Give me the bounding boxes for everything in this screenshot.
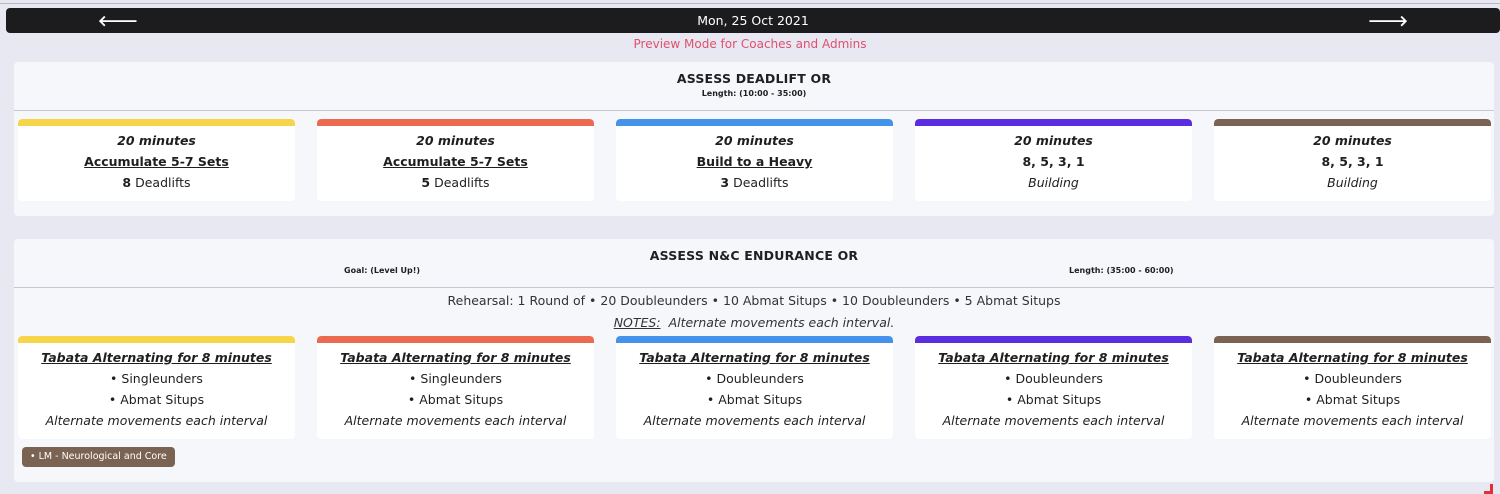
tile-note: Alternate movements each interval: [942, 413, 1165, 428]
level-tile-blue: 20 minutes Build to a Heavy 3 Deadlifts: [616, 119, 893, 201]
level-color-bar: [616, 336, 893, 343]
preview-mode-notice: Preview Mode for Coaches and Admins: [633, 37, 867, 51]
workout-section-endurance: ASSESS N&C ENDURANCE OR Goal: (Level Up!…: [14, 239, 1494, 482]
tile-note: Building: [1327, 175, 1378, 190]
tile-duration: 20 minutes: [117, 133, 196, 148]
tile-reps: 5 Deadlifts: [317, 175, 594, 190]
reps-movement: Deadlifts: [131, 175, 191, 190]
tile-scheme: Build to a Heavy: [696, 154, 813, 169]
tile-duration: 20 minutes: [1014, 133, 1093, 148]
arrow-left-icon[interactable]: 🡐: [97, 11, 139, 30]
section-length: Length: (10:00 - 35:00): [701, 89, 807, 98]
level-color-bar: [317, 119, 594, 126]
reps-number: 8: [122, 175, 132, 190]
reps-number: 5: [421, 175, 431, 190]
level-color-bar: [616, 119, 893, 126]
tag-badge[interactable]: • LM - Neurological and Core: [22, 447, 175, 467]
tile-scheme: Accumulate 5-7 Sets: [383, 154, 528, 169]
level-tile-yellow: Tabata Alternating for 8 minutes • Singl…: [18, 336, 295, 439]
tile-duration: 20 minutes: [416, 133, 495, 148]
level-tile-red: 20 minutes Accumulate 5-7 Sets 5 Deadlif…: [317, 119, 594, 201]
notes-text: Alternate movements each interval.: [668, 315, 895, 330]
movement-item: • Singleunders: [409, 371, 502, 386]
resize-corner-mark: [1484, 491, 1493, 494]
rehearsal-text: Rehearsal: 1 Round of • 20 Doubleunders …: [447, 293, 1061, 308]
level-color-bar: [1214, 119, 1491, 126]
tile-heading: Tabata Alternating for 8 minutes: [340, 350, 571, 365]
movement-item: • Abmat Situps: [108, 392, 205, 407]
tile-heading: Tabata Alternating for 8 minutes: [1237, 350, 1468, 365]
tile-heading: Tabata Alternating for 8 minutes: [938, 350, 1169, 365]
section-header: ASSESS DEADLIFT OR Length: (10:00 - 35:0…: [14, 62, 1494, 111]
section-goal: Goal: (Level Up!): [344, 266, 421, 275]
date-navigation-bar: 🡐 Mon, 25 Oct 2021 🡒: [6, 8, 1500, 33]
movement-item: • Abmat Situps: [407, 392, 504, 407]
reps-movement: Deadlifts: [729, 175, 789, 190]
tile-note: Alternate movements each interval: [643, 413, 866, 428]
tile-note: Alternate movements each interval: [1241, 413, 1464, 428]
section-title: ASSESS N&C ENDURANCE OR: [649, 248, 859, 263]
movement-item: • Abmat Situps: [1005, 392, 1102, 407]
top-divider: [0, 3, 1500, 4]
level-tiles: 20 minutes Accumulate 5-7 Sets 8 Deadlif…: [18, 119, 1491, 201]
section-notes: NOTES: Alternate movements each interval.: [14, 315, 1494, 330]
tile-note: Building: [1028, 175, 1079, 190]
tile-note: Alternate movements each interval: [45, 413, 268, 428]
tile-duration: 20 minutes: [1313, 133, 1392, 148]
current-date: Mon, 25 Oct 2021: [697, 13, 809, 28]
arrow-right-icon[interactable]: 🡒: [1367, 11, 1409, 30]
section-header: ASSESS N&C ENDURANCE OR Goal: (Level Up!…: [14, 239, 1494, 288]
tile-reps: 3 Deadlifts: [616, 175, 893, 190]
movement-item: • Doubleunders: [1303, 371, 1402, 386]
tile-duration: 20 minutes: [715, 133, 794, 148]
level-tile-yellow: 20 minutes Accumulate 5-7 Sets 8 Deadlif…: [18, 119, 295, 201]
movement-item: • Doubleunders: [1004, 371, 1103, 386]
tile-heading: Tabata Alternating for 8 minutes: [639, 350, 870, 365]
movement-item: • Abmat Situps: [1304, 392, 1401, 407]
level-tile-brown: 20 minutes 8, 5, 3, 1 Building: [1214, 119, 1491, 201]
level-color-bar: [18, 119, 295, 126]
section-title: ASSESS DEADLIFT OR: [676, 71, 832, 86]
tile-reps: 8 Deadlifts: [18, 175, 295, 190]
level-color-bar: [18, 336, 295, 343]
level-tile-red: Tabata Alternating for 8 minutes • Singl…: [317, 336, 594, 439]
tile-scheme: 8, 5, 3, 1: [1022, 154, 1085, 169]
level-tile-purple: 20 minutes 8, 5, 3, 1 Building: [915, 119, 1192, 201]
tile-scheme: 8, 5, 3, 1: [1321, 154, 1384, 169]
tile-note: Alternate movements each interval: [344, 413, 567, 428]
level-color-bar: [915, 336, 1192, 343]
tile-scheme: Accumulate 5-7 Sets: [84, 154, 229, 169]
reps-movement: Deadlifts: [430, 175, 490, 190]
level-tile-brown: Tabata Alternating for 8 minutes • Doubl…: [1214, 336, 1491, 439]
level-tiles: Tabata Alternating for 8 minutes • Singl…: [18, 336, 1491, 439]
section-length: Length: (35:00 - 60:00): [1069, 266, 1174, 275]
workout-section-deadlift: ASSESS DEADLIFT OR Length: (10:00 - 35:0…: [14, 62, 1494, 216]
level-color-bar: [915, 119, 1192, 126]
notes-label: NOTES:: [613, 315, 661, 330]
level-color-bar: [317, 336, 594, 343]
reps-number: 3: [720, 175, 730, 190]
tile-heading: Tabata Alternating for 8 minutes: [41, 350, 272, 365]
level-tile-purple: Tabata Alternating for 8 minutes • Doubl…: [915, 336, 1192, 439]
level-color-bar: [1214, 336, 1491, 343]
resize-corner-mark: [1490, 484, 1493, 494]
level-tile-blue: Tabata Alternating for 8 minutes • Doubl…: [616, 336, 893, 439]
movement-item: • Abmat Situps: [706, 392, 803, 407]
movement-item: • Doubleunders: [705, 371, 804, 386]
movement-item: • Singleunders: [110, 371, 203, 386]
